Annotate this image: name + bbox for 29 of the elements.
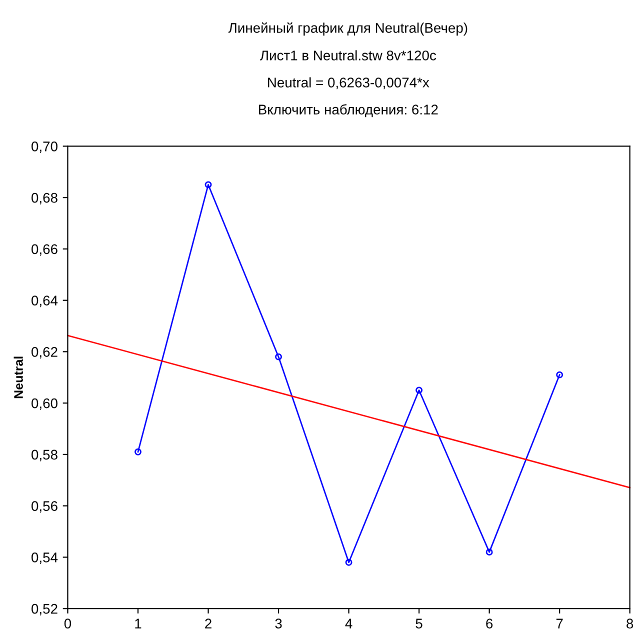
point: [275, 353, 282, 360]
point: [134, 448, 142, 456]
x-tick-label: 7: [556, 618, 563, 628]
point: [345, 558, 352, 566]
x-tick-label: 0: [64, 618, 72, 629]
y-tick-label: 0,70: [32, 142, 58, 153]
y-tick-label: 0,64: [32, 296, 58, 308]
y-tick-label: 0,58: [32, 450, 58, 462]
y-tick-label: 0,60: [32, 398, 58, 410]
x-tick-label: 2: [205, 618, 212, 628]
point: [416, 386, 423, 394]
point: [204, 181, 212, 188]
y-tick-label: 0,56: [32, 501, 58, 513]
x-tick-label: 1: [135, 618, 142, 628]
chart-title: Линейный график для Neutral(Вечер): [228, 22, 468, 36]
y-tick-label: 0,54: [32, 552, 58, 564]
point: [556, 371, 564, 378]
x-tick-label: 6: [486, 618, 493, 629]
point: [486, 548, 493, 556]
text: Лист1 в Neutral.stw 8v*120c Neutral = 0,6263-0,0074*x Включить наблюдения: 6:12: [258, 50, 438, 118]
x-tick-label: 5: [416, 618, 422, 629]
x-tick-label: 3: [275, 618, 282, 629]
y-tick-label: 0,62: [32, 347, 58, 359]
x-tick-label: 8: [626, 618, 633, 629]
y-tick-label: 0,66: [32, 244, 58, 256]
y-axis-title: Neutral: [14, 356, 23, 398]
y-tick-label: 0,68: [32, 192, 58, 204]
x-tick-label: 4: [345, 618, 352, 628]
y-tick-label: 0,52: [32, 604, 58, 616]
